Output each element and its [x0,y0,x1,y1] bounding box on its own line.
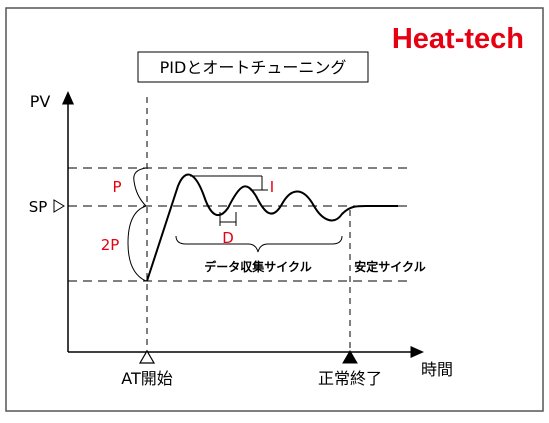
data-collection-brace [175,235,343,253]
title-box [137,51,369,83]
two-p-label: 2P [101,236,120,254]
diagram-title: PIDとオートチューニング [160,58,347,77]
p-label: P [112,178,121,196]
normal-end-marker-icon [342,350,358,364]
outer-frame [5,7,544,412]
data-collection-label: データ収集サイクル [204,259,311,274]
sp-marker-icon [53,199,65,213]
pv-response-curve [146,173,398,282]
p-brace [133,167,147,207]
x-axis-label: 時間 [421,360,453,379]
y-axis-label: PV [30,92,51,111]
brand-logo: Heat-tech [392,23,524,55]
normal-end-label: 正常終了 [318,369,382,388]
stable-cycle-label: 安定サイクル [354,259,425,274]
at-start-marker-icon [138,349,156,364]
at-start-label: AT開始 [121,369,172,388]
d-label: D [222,229,234,247]
sp-label: SP [29,198,48,216]
two-p-brace [127,205,147,282]
i-label: I [270,178,274,196]
